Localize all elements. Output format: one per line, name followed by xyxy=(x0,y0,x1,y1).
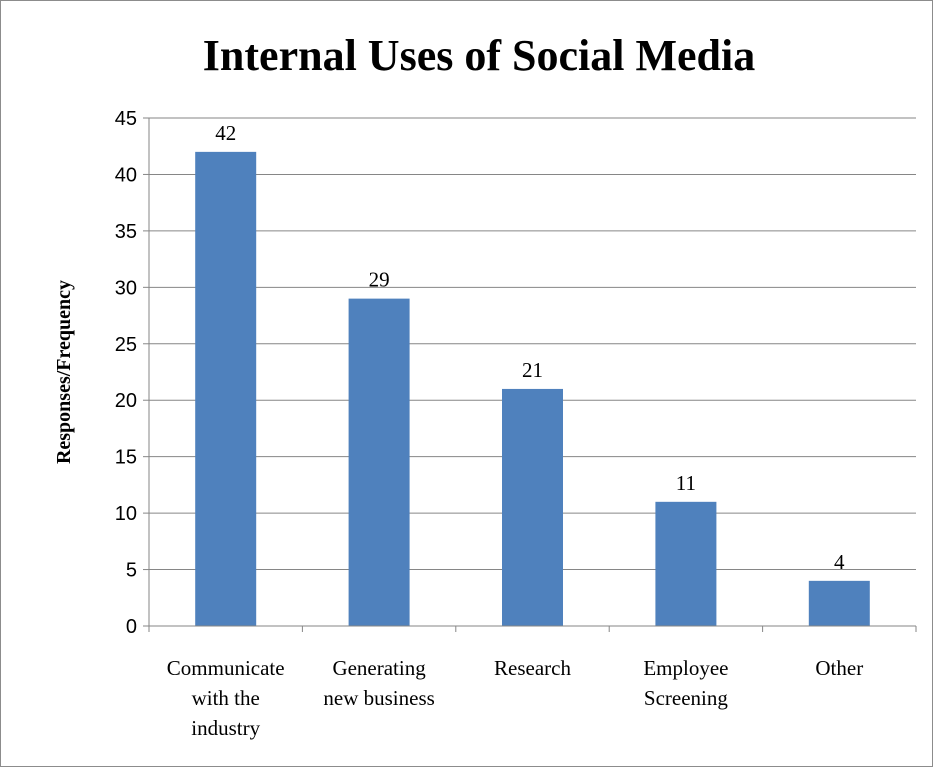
bar xyxy=(502,388,563,626)
y-tick-label: 20 xyxy=(115,390,137,412)
gridlines xyxy=(149,117,916,571)
bars xyxy=(195,151,870,626)
x-category-label: Screening xyxy=(644,686,728,710)
y-tick-label: 45 xyxy=(115,108,137,130)
y-axis-label: Responses/Frequency xyxy=(53,280,75,464)
x-category-label: Communicate xyxy=(167,656,285,680)
bar xyxy=(655,501,717,626)
x-category-label: Employee xyxy=(643,656,728,680)
bar xyxy=(195,151,257,626)
x-category-label: Research xyxy=(494,656,571,680)
x-category-label: with the xyxy=(192,686,260,710)
y-tick-label: 15 xyxy=(115,447,137,469)
y-tick-label: 25 xyxy=(115,334,137,356)
data-label: 4 xyxy=(834,550,845,574)
y-axis-ticks: 0 5 10 15 20 25 30 35 40 45 xyxy=(115,108,149,638)
x-category-label: industry xyxy=(191,716,260,740)
data-labels: 42 29 21 11 4 xyxy=(215,121,845,574)
x-axis-categories: Communicate with the industry Generating new… xyxy=(148,626,917,740)
x-category-label: Other xyxy=(815,656,863,680)
x-category-label: new business xyxy=(323,686,434,710)
data-label: 29 xyxy=(369,268,390,292)
data-label: 21 xyxy=(522,358,543,382)
y-tick-label: 40 xyxy=(115,164,137,186)
y-tick-label: 30 xyxy=(115,277,137,299)
data-label: 42 xyxy=(215,121,236,145)
y-tick-label: 35 xyxy=(115,221,137,243)
data-label: 11 xyxy=(676,471,696,495)
chart-title: Internal Uses of Social Media xyxy=(203,31,755,80)
y-tick-label: 5 xyxy=(126,560,137,582)
bar xyxy=(808,580,870,626)
y-tick-label: 0 xyxy=(126,616,137,638)
y-tick-label: 10 xyxy=(115,503,137,525)
bar xyxy=(348,298,410,626)
x-category-label: Generating xyxy=(332,656,426,680)
